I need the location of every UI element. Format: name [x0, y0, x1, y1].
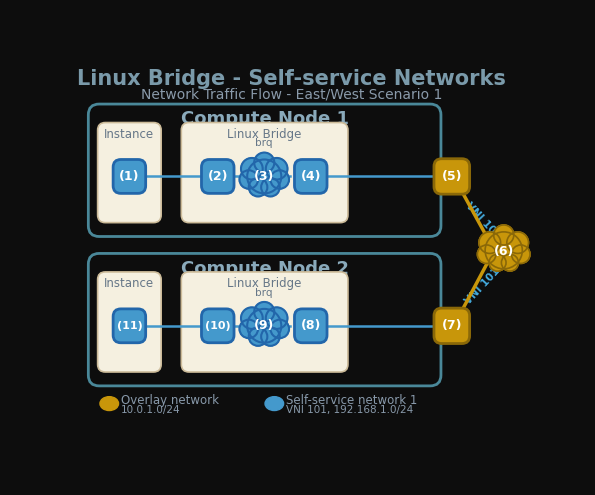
Text: VNI 101, 192.168.1.0/24: VNI 101, 192.168.1.0/24 — [286, 405, 413, 415]
Text: VNI 101: VNI 101 — [464, 201, 502, 242]
FancyBboxPatch shape — [202, 159, 234, 194]
Circle shape — [254, 302, 274, 322]
Text: (1): (1) — [119, 170, 140, 183]
Circle shape — [494, 225, 514, 245]
FancyBboxPatch shape — [88, 104, 441, 237]
Circle shape — [249, 327, 267, 346]
Circle shape — [261, 178, 280, 197]
Circle shape — [249, 178, 267, 197]
Text: (9): (9) — [254, 319, 274, 332]
FancyBboxPatch shape — [295, 309, 327, 343]
FancyBboxPatch shape — [295, 159, 327, 194]
Circle shape — [271, 170, 289, 189]
Ellipse shape — [100, 396, 118, 410]
FancyBboxPatch shape — [434, 308, 469, 344]
Circle shape — [241, 158, 263, 180]
Text: (4): (4) — [300, 170, 321, 183]
Text: Instance: Instance — [104, 277, 155, 290]
FancyBboxPatch shape — [88, 253, 441, 386]
Circle shape — [247, 159, 281, 194]
Circle shape — [271, 320, 289, 338]
Circle shape — [502, 254, 518, 271]
Text: VNI 101: VNI 101 — [464, 266, 502, 307]
FancyBboxPatch shape — [202, 309, 234, 343]
Circle shape — [254, 152, 274, 173]
FancyBboxPatch shape — [434, 159, 469, 194]
Circle shape — [507, 232, 528, 253]
FancyBboxPatch shape — [98, 272, 161, 372]
Circle shape — [261, 327, 280, 346]
Circle shape — [485, 232, 522, 269]
Text: (7): (7) — [441, 319, 462, 332]
Text: (10): (10) — [205, 321, 231, 331]
Circle shape — [239, 320, 258, 338]
Circle shape — [266, 307, 287, 329]
Circle shape — [239, 170, 258, 189]
Text: (6): (6) — [493, 245, 514, 257]
FancyBboxPatch shape — [181, 123, 348, 223]
Text: brq: brq — [255, 138, 273, 148]
Ellipse shape — [265, 396, 284, 410]
Text: (11): (11) — [117, 321, 142, 331]
Circle shape — [479, 232, 500, 253]
FancyBboxPatch shape — [181, 272, 348, 372]
Circle shape — [266, 158, 287, 180]
Text: Linux Bridge: Linux Bridge — [227, 128, 302, 141]
Text: 10.0.1.0/24: 10.0.1.0/24 — [121, 405, 180, 415]
Circle shape — [241, 307, 263, 329]
FancyBboxPatch shape — [113, 159, 146, 194]
Text: Instance: Instance — [104, 128, 155, 141]
Text: Overlay network: Overlay network — [121, 394, 219, 407]
Text: brq: brq — [255, 288, 273, 297]
Text: (3): (3) — [254, 170, 274, 183]
Text: Linux Bridge - Self-service Networks: Linux Bridge - Self-service Networks — [77, 69, 506, 90]
FancyBboxPatch shape — [98, 123, 161, 223]
Text: Compute Node 2: Compute Node 2 — [181, 260, 349, 278]
Circle shape — [247, 309, 281, 343]
Text: (2): (2) — [208, 170, 228, 183]
Circle shape — [477, 245, 496, 263]
Text: Network Traffic Flow - East/West Scenario 1: Network Traffic Flow - East/West Scenari… — [140, 88, 442, 102]
Text: (5): (5) — [441, 170, 462, 183]
Text: Compute Node 1: Compute Node 1 — [181, 110, 349, 129]
Circle shape — [512, 245, 530, 263]
Circle shape — [489, 254, 506, 271]
Text: (8): (8) — [300, 319, 321, 332]
Text: Linux Bridge: Linux Bridge — [227, 277, 302, 290]
Text: Self-service network 1: Self-service network 1 — [286, 394, 417, 407]
FancyBboxPatch shape — [113, 309, 146, 343]
